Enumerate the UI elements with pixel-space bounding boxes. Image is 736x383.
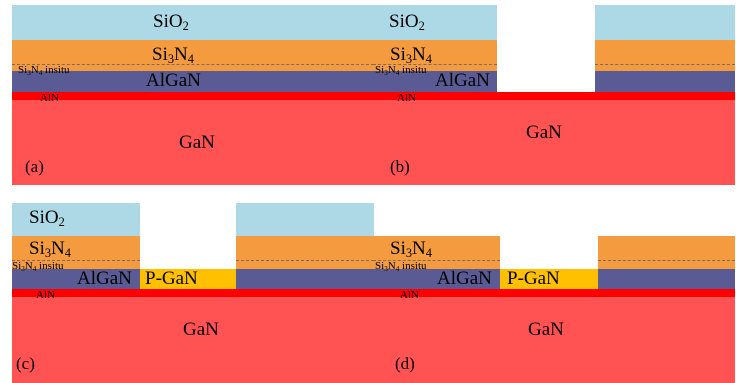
si3n4-insitu-label: Si3N4 insitu	[18, 64, 70, 77]
si3n4-layer-left	[373, 236, 500, 269]
panel-label: (a)	[25, 157, 44, 176]
si3n4-layer-left	[373, 40, 497, 71]
panel-b: SiO2 Si3N4 Si3N4 insitu AlGaN AlN GaN (b…	[373, 5, 735, 185]
panel-label: (c)	[16, 354, 35, 373]
panel-label: (d)	[395, 354, 415, 373]
sio2-layer-right	[236, 203, 374, 236]
gan-label: GaN	[183, 319, 219, 340]
si3n4-label: Si3N4	[390, 238, 432, 261]
insitu-dashed-line	[12, 64, 374, 65]
p-gan-layer	[500, 269, 598, 289]
gan-label: GaN	[528, 319, 564, 340]
aln-layer	[373, 92, 735, 100]
aln-label: AlN	[400, 289, 419, 301]
sio2-label: SiO2	[153, 11, 189, 34]
algan-label: AlGaN	[435, 70, 490, 91]
aln-label: AlN	[36, 289, 55, 301]
algan-layer-right	[236, 269, 374, 289]
si3n4-layer-right	[598, 236, 735, 269]
aln-layer	[12, 92, 374, 100]
algan-label: AlGaN	[77, 268, 132, 289]
si3n4-insitu-label: Si3N4 insitu	[12, 260, 64, 273]
aln-label: AlN	[40, 92, 59, 104]
panel-d: Si3N4 Si3N4 insitu AlGaN P-GaN AlN GaN (…	[373, 203, 735, 383]
gan-substrate	[12, 297, 374, 383]
algan-label: AlGaN	[437, 268, 492, 289]
sio2-layer	[12, 5, 374, 40]
aln-layer	[12, 289, 374, 297]
algan-layer-left	[373, 269, 500, 289]
si3n4-label: Si3N4	[390, 44, 432, 67]
insitu-dashed-line-right	[595, 64, 735, 65]
algan-label: AlGaN	[146, 70, 201, 91]
aln-layer	[373, 289, 735, 297]
gan-label: GaN	[526, 122, 562, 143]
gan-substrate	[373, 297, 735, 383]
panel-label: (b)	[390, 157, 410, 176]
si3n4-layer-right	[595, 40, 735, 71]
si3n4-insitu-label: Si3N4 insitu	[375, 260, 427, 273]
insitu-dashed-line-left	[373, 260, 500, 261]
algan-layer-left	[12, 269, 140, 289]
sio2-layer-left	[12, 203, 140, 236]
gan-label: GaN	[179, 132, 215, 153]
panel-a: SiO2 Si3N4 Si3N4 insitu AlGaN AlN GaN (a…	[12, 5, 374, 185]
panel-c: SiO2 Si3N4 Si3N4 insitu AlGaN P-GaN AlN …	[12, 203, 374, 383]
sio2-layer-left	[373, 5, 497, 40]
gan-substrate	[12, 100, 374, 185]
sio2-label: SiO2	[29, 207, 65, 230]
si3n4-layer-right	[236, 236, 374, 269]
algan-layer	[12, 71, 374, 92]
si3n4-layer	[12, 40, 374, 71]
p-gan-label: P-GaN	[145, 268, 198, 289]
sio2-label: SiO2	[389, 11, 425, 34]
si3n4-layer-left	[12, 236, 140, 269]
insitu-dashed-line-right	[598, 260, 735, 261]
algan-layer-right	[598, 269, 735, 289]
p-gan-layer	[140, 269, 236, 289]
insitu-dashed-line-left	[12, 260, 140, 261]
algan-layer-right	[595, 71, 735, 92]
insitu-dashed-line-left	[373, 64, 497, 65]
si3n4-label: Si3N4	[29, 238, 71, 261]
aln-label: AlN	[397, 92, 416, 104]
p-gan-label: P-GaN	[507, 268, 560, 289]
algan-layer-left	[373, 71, 497, 92]
insitu-dashed-line-right	[236, 260, 374, 261]
gan-substrate	[373, 100, 735, 185]
si3n4-label: Si3N4	[152, 44, 194, 67]
si3n4-insitu-label: Si3N4 insitu	[375, 64, 427, 77]
sio2-layer-right	[595, 5, 735, 40]
